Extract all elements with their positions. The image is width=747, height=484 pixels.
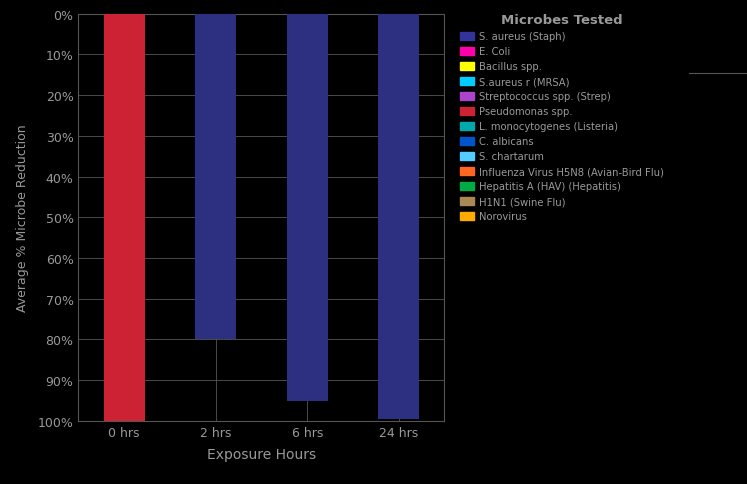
X-axis label: Exposure Hours: Exposure Hours [207, 447, 316, 461]
Bar [287, 15, 328, 401]
Bar [195, 15, 236, 340]
Y-axis label: Average % Microbe Reduction: Average % Microbe Reduction [16, 124, 29, 311]
Bar [104, 15, 145, 421]
Legend: S. aureus (Staph), E. Coli, Bacillus spp., S.aureus r (MRSA), Streptococcus spp.: S. aureus (Staph), E. Coli, Bacillus spp… [456, 12, 666, 225]
Bar [378, 15, 419, 419]
